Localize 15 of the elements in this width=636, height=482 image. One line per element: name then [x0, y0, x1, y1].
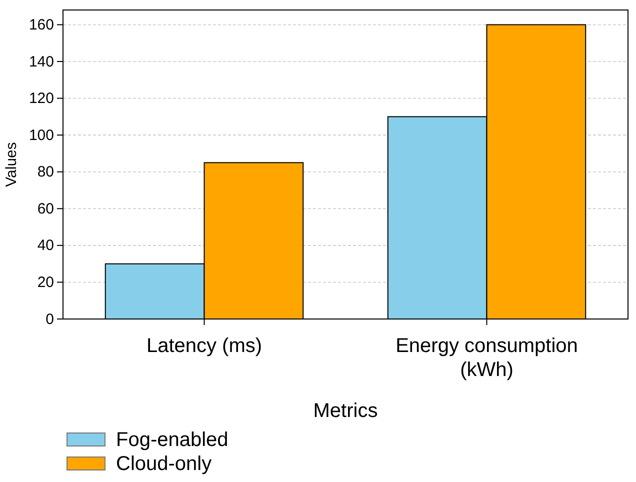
y-tick-label: 20 — [37, 274, 54, 292]
y-tick-label: 140 — [28, 53, 54, 70]
legend-label: Cloud-only — [116, 453, 212, 475]
y-tick-label: 60 — [37, 200, 54, 218]
x-axis-title: Metrics — [313, 400, 378, 422]
legend-label: Fog-enabled — [116, 429, 228, 451]
y-tick-label: 0 — [46, 310, 54, 328]
y-tick-label: 80 — [37, 164, 54, 181]
x-tick-label: Energy consumption (kWh) — [396, 335, 578, 381]
y-tick-label: 40 — [37, 237, 54, 254]
x-tick-label: Latency (ms) — [146, 335, 262, 357]
y-tick-label: 100 — [28, 126, 54, 144]
y-axis-title: Values — [3, 142, 20, 187]
y-tick-label: 160 — [28, 16, 54, 34]
y-tick-label: 120 — [28, 90, 54, 108]
